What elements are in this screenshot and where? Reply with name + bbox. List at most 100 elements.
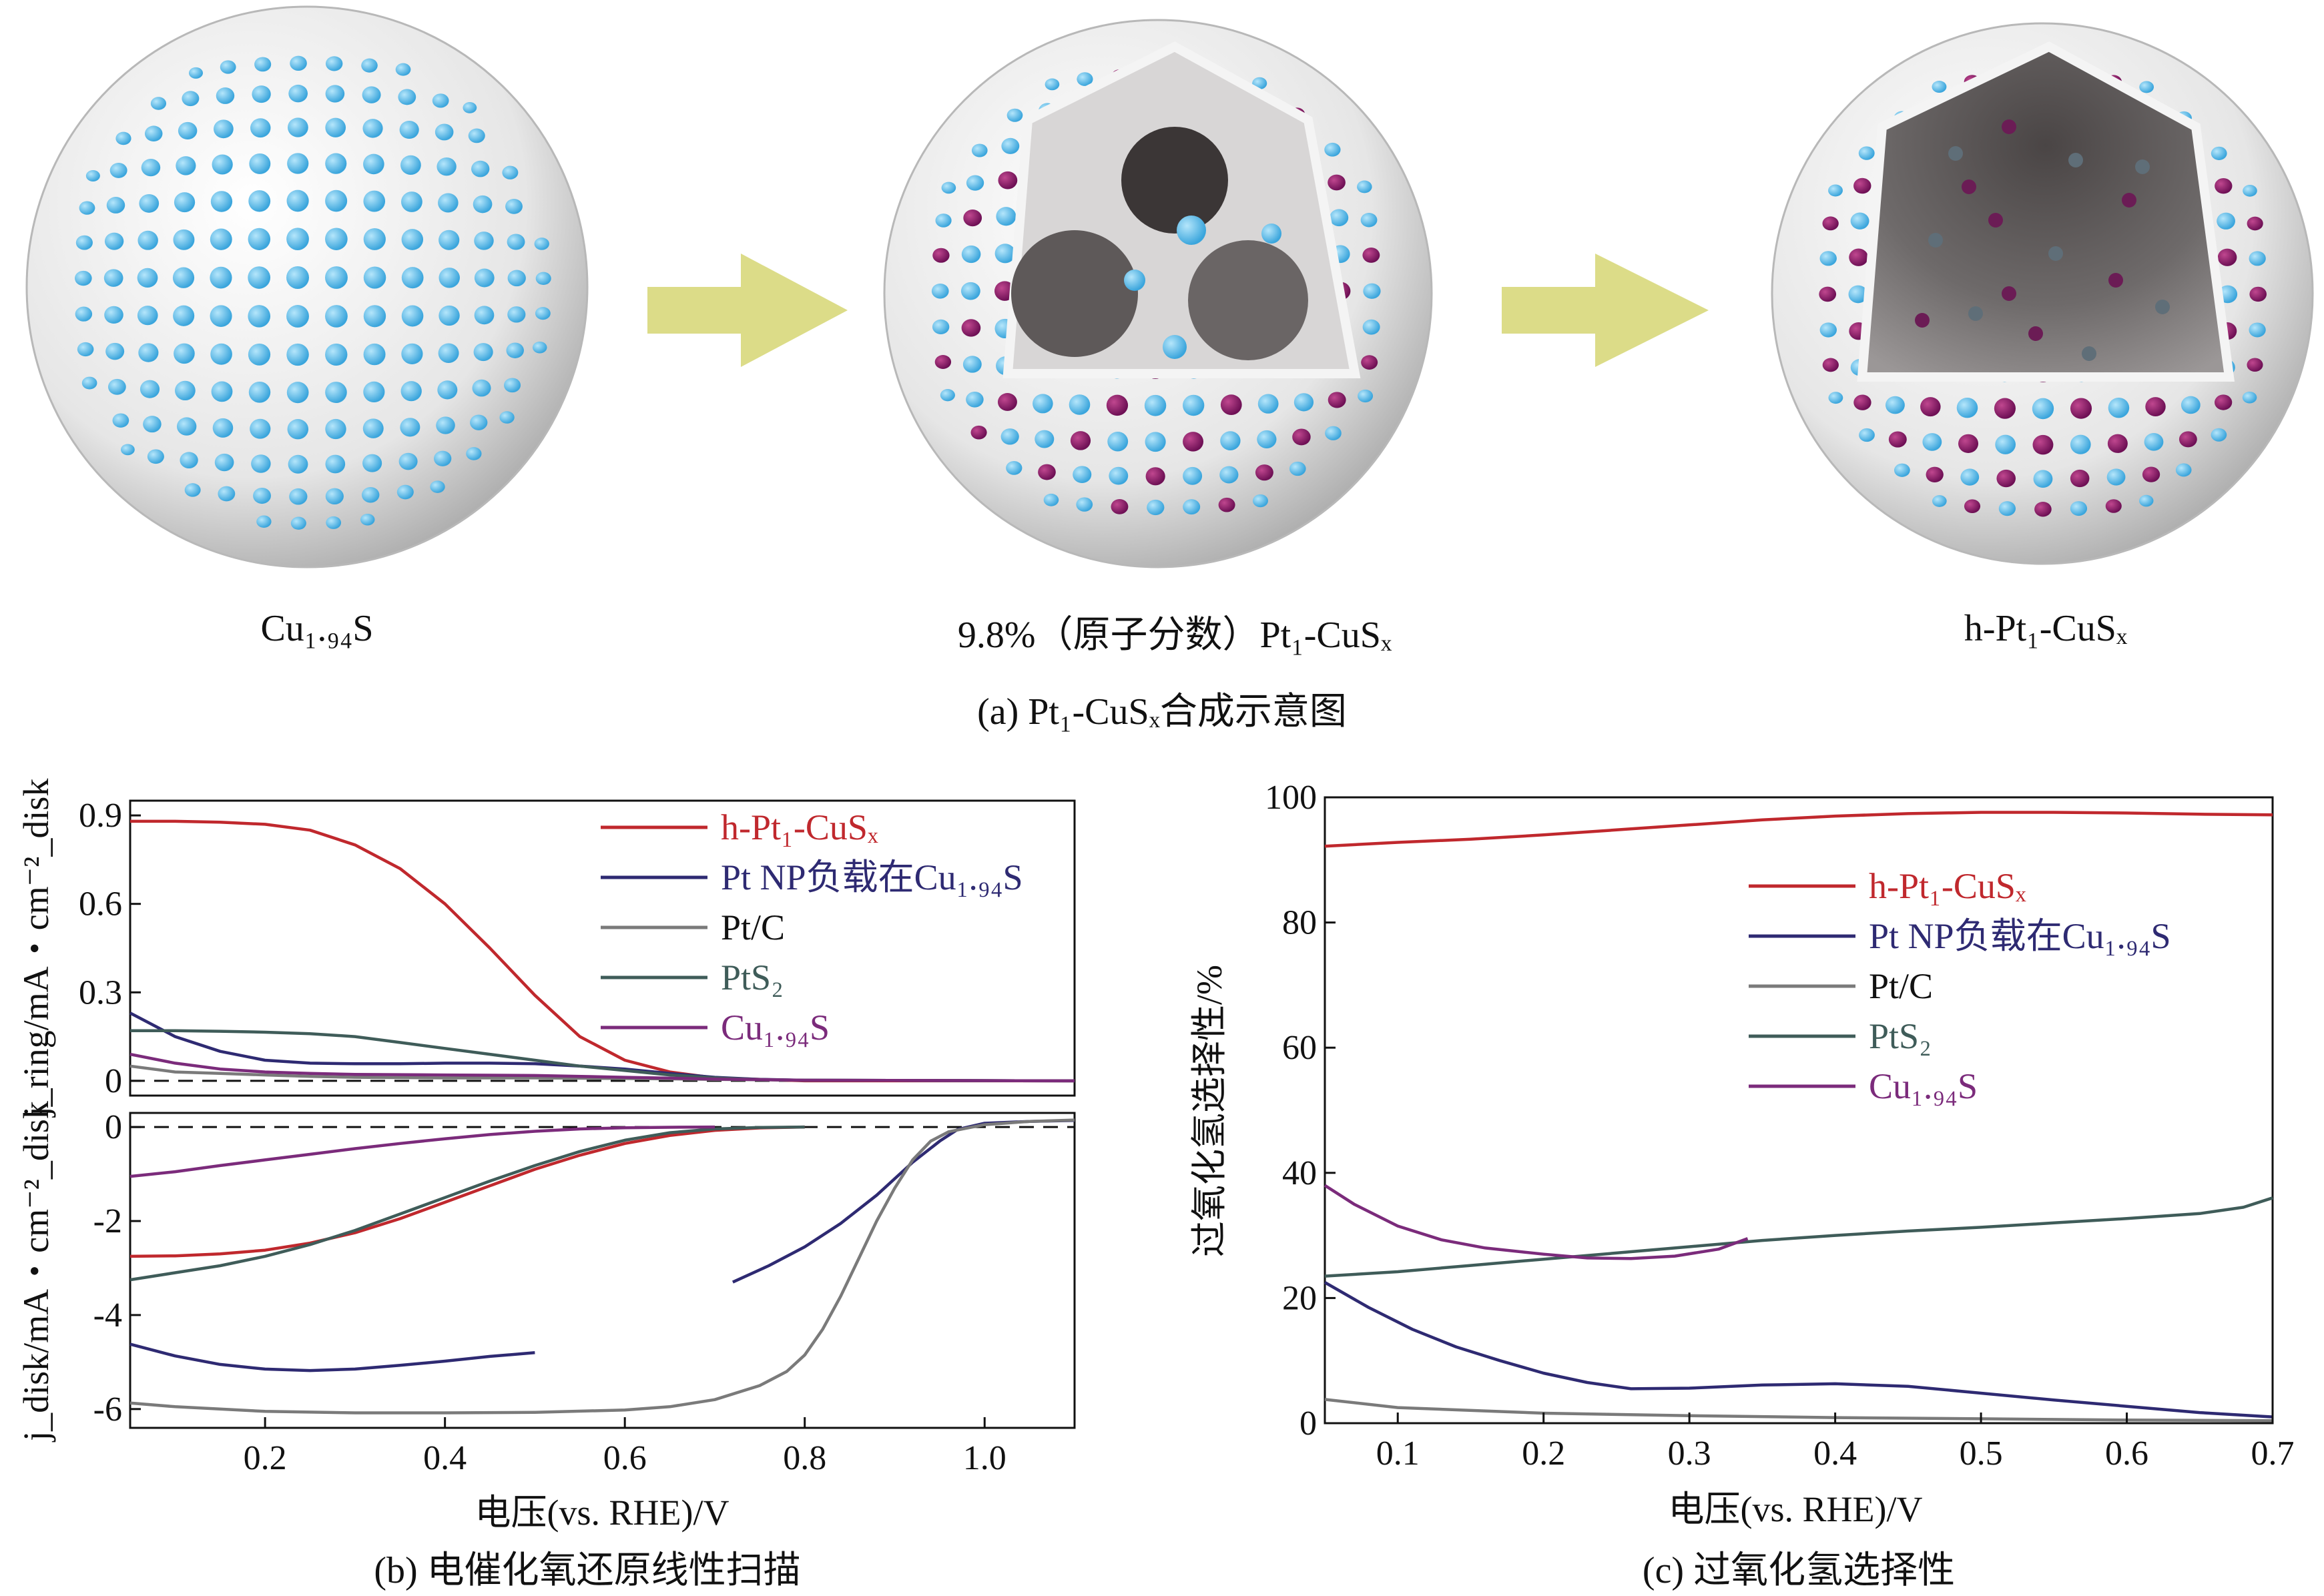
b-bottom-series-line-4	[129, 1125, 715, 1178]
inner-atom	[2048, 246, 2063, 261]
atom	[325, 343, 348, 366]
atom	[139, 380, 160, 398]
atom	[396, 484, 414, 500]
c-legend-label: Cu₁.₉₄S	[1869, 1066, 1978, 1106]
atom	[473, 343, 493, 362]
atom	[2070, 434, 2091, 454]
atom	[1257, 430, 1277, 449]
atom	[1819, 322, 1837, 338]
atom	[363, 153, 384, 175]
atom	[1822, 216, 1839, 231]
atom	[1362, 319, 1380, 335]
atom	[1073, 466, 1092, 484]
atom	[970, 425, 987, 440]
sphere-pt1-cusx	[883, 19, 1433, 568]
atom	[362, 86, 381, 103]
atom	[401, 305, 424, 327]
atom	[1360, 213, 1378, 228]
atom	[105, 342, 125, 360]
atom	[150, 97, 167, 110]
atom	[2243, 184, 2257, 197]
atom	[472, 379, 491, 397]
c-legend-label: Pt/C	[1869, 966, 1933, 1006]
atom	[1853, 394, 1871, 410]
atom	[2108, 397, 2130, 418]
c-legend-label: h-Pt₁-CuSₓ	[1869, 866, 2026, 906]
right-arrow-icon	[647, 254, 848, 367]
atom	[1109, 466, 1129, 485]
atom	[286, 305, 309, 328]
atom	[1922, 433, 1942, 451]
atom	[1828, 392, 1843, 404]
atom	[398, 452, 418, 470]
atom	[79, 201, 95, 215]
atom	[507, 270, 526, 287]
atom	[286, 228, 309, 250]
atom	[961, 319, 981, 337]
atom	[325, 454, 346, 474]
atom	[325, 189, 348, 212]
atom	[401, 343, 423, 364]
atom	[471, 160, 490, 177]
atom	[1220, 431, 1241, 451]
atom	[325, 488, 344, 505]
atom	[2139, 81, 2154, 93]
atom	[1076, 497, 1093, 512]
c-x-tick-label: 0.1	[1376, 1435, 1420, 1473]
atom	[932, 248, 950, 263]
atom	[2070, 501, 2088, 516]
atom	[248, 190, 271, 212]
atom	[1849, 248, 1868, 266]
atom	[288, 84, 308, 103]
c-legend-label: PtS₂	[1869, 1016, 1932, 1056]
atom	[2247, 216, 2263, 231]
atom	[1822, 358, 1839, 372]
atom	[971, 143, 988, 157]
atom	[325, 117, 346, 137]
atom	[180, 452, 198, 469]
atom	[173, 229, 195, 250]
atom	[1932, 495, 1947, 507]
atom	[139, 193, 160, 213]
atom	[1932, 81, 1947, 93]
atom	[395, 63, 411, 76]
atom	[962, 356, 982, 373]
atom	[1252, 494, 1268, 508]
b-legend-label: Cu₁.₉₄S	[721, 1008, 830, 1048]
atom	[363, 343, 386, 366]
atom	[468, 128, 485, 143]
atom	[535, 272, 551, 286]
inner-atom	[2108, 273, 2123, 288]
atom	[439, 268, 460, 288]
atom	[214, 119, 234, 139]
atom	[2105, 499, 2122, 513]
atom	[934, 355, 952, 369]
atom	[2215, 178, 2233, 194]
c-series-line-4	[1324, 1184, 1749, 1260]
atom	[2145, 397, 2166, 416]
atom	[437, 157, 457, 176]
atom	[143, 416, 162, 433]
atom	[1358, 389, 1374, 403]
stage-label-pt1-cusx: 9.8%（原子分数）Pt₁-CuSₓ	[958, 615, 1392, 656]
atom	[2070, 398, 2092, 419]
atom	[362, 454, 382, 472]
caption-c: (c) 过氧化氢选择性	[1643, 1550, 1955, 1591]
inner-atom	[2082, 346, 2096, 361]
atom	[504, 378, 521, 393]
atom	[2032, 434, 2054, 455]
stage-label-h-pt1-cusx: h-Pt₁-CuSₓ	[1964, 608, 2128, 649]
panel-b: 0 0.3 0.6 0.9 0 -2 -4 -6 0.2 0.4 0.6 0.8 1.0 h-Pt₁…	[16, 779, 1076, 1591]
atom	[1920, 397, 1941, 417]
atom	[466, 447, 482, 460]
plot-frame-top	[129, 799, 1076, 1097]
atom	[361, 486, 380, 503]
atom	[532, 341, 547, 354]
atom	[174, 343, 195, 364]
atom	[250, 118, 271, 138]
atom	[2211, 146, 2227, 160]
b-top-y-tick-label: 0.9	[79, 797, 122, 835]
atom	[507, 234, 525, 250]
c-series-line-3	[1324, 1196, 2273, 1278]
atom	[1219, 466, 1239, 484]
